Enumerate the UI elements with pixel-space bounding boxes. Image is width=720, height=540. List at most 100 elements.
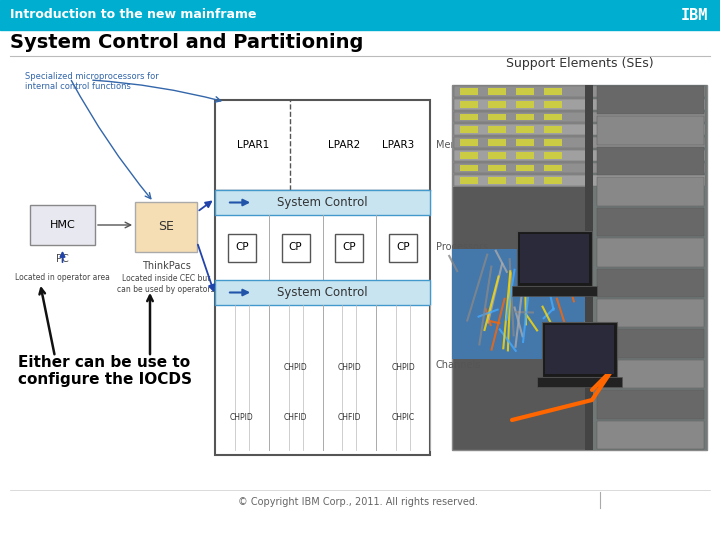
Text: CP: CP (396, 242, 410, 253)
Bar (215, 280, 430, 305)
Bar (544, 152, 562, 159)
Bar (460, 165, 478, 171)
Bar (0, 0, 720, 30)
Bar (488, 113, 506, 120)
Text: CHPID: CHPID (338, 363, 361, 373)
Text: Processors: Processors (436, 242, 488, 253)
Bar (454, 176, 705, 186)
Text: CHPID: CHPID (284, 363, 307, 373)
Bar (598, 117, 704, 145)
Bar (215, 100, 430, 455)
Text: CP: CP (289, 242, 302, 253)
Bar (516, 113, 534, 120)
Text: Support Elements (SEs): Support Elements (SEs) (505, 57, 653, 70)
Bar (598, 208, 704, 236)
Text: CHPID: CHPID (230, 413, 253, 422)
Text: CHFID: CHFID (338, 413, 361, 422)
Text: LPAR3: LPAR3 (382, 140, 414, 150)
Bar (488, 88, 506, 95)
Text: CHPIC: CHPIC (392, 413, 415, 422)
Bar (516, 88, 534, 95)
Bar (598, 299, 704, 327)
Bar (488, 165, 506, 171)
Text: System Control: System Control (277, 286, 368, 299)
Bar (598, 177, 704, 206)
Bar (389, 233, 417, 261)
Bar (544, 139, 562, 146)
Text: System Control: System Control (277, 196, 368, 209)
Text: CP: CP (235, 242, 248, 253)
Text: Located inside CEC but
can be used by operators: Located inside CEC but can be used by op… (117, 274, 215, 294)
Bar (520, 234, 589, 283)
Bar (598, 147, 704, 176)
Bar (452, 85, 707, 450)
Text: SE: SE (158, 220, 174, 233)
Text: CP: CP (343, 242, 356, 253)
Text: IBM: IBM (680, 8, 708, 23)
Bar (215, 190, 430, 215)
Bar (454, 124, 705, 135)
Bar (516, 178, 534, 184)
Bar (135, 202, 197, 252)
Bar (598, 360, 704, 388)
Text: © Copyright IBM Corp., 2011. All rights reserved.: © Copyright IBM Corp., 2011. All rights … (238, 497, 478, 507)
Bar (336, 233, 364, 261)
Bar (488, 101, 506, 107)
Bar (593, 85, 707, 450)
Bar (488, 139, 506, 146)
Bar (516, 139, 534, 146)
Bar (454, 99, 705, 110)
Bar (460, 88, 478, 95)
Bar (516, 126, 534, 133)
Bar (454, 112, 705, 123)
Text: CHPID: CHPID (391, 363, 415, 373)
Bar (454, 163, 705, 173)
Bar (544, 88, 562, 95)
Bar (585, 85, 593, 450)
Bar (460, 178, 478, 184)
Text: CHFID: CHFID (284, 413, 307, 422)
Text: LPAR1: LPAR1 (236, 140, 269, 150)
Bar (488, 152, 506, 159)
Bar (452, 249, 593, 359)
Bar (545, 325, 614, 374)
Bar (544, 178, 562, 184)
Bar (598, 390, 704, 418)
Bar (452, 85, 707, 187)
Bar (30, 205, 95, 245)
Text: HMC: HMC (50, 220, 76, 230)
Bar (598, 268, 704, 297)
Text: PC: PC (56, 254, 69, 264)
Text: System Control and Partitioning: System Control and Partitioning (10, 32, 364, 51)
Bar (460, 126, 478, 133)
Bar (517, 231, 592, 286)
Text: Introduction to the new mainframe: Introduction to the new mainframe (10, 9, 256, 22)
Bar (228, 233, 256, 261)
Bar (282, 233, 310, 261)
Bar (460, 152, 478, 159)
Bar (488, 178, 506, 184)
Bar (542, 322, 617, 377)
Bar (460, 139, 478, 146)
Text: LPAR2: LPAR2 (328, 140, 360, 150)
Bar (537, 377, 622, 387)
Text: Channels: Channels (436, 360, 482, 370)
Bar (454, 86, 705, 97)
Bar (544, 126, 562, 133)
Bar (516, 152, 534, 159)
Bar (544, 113, 562, 120)
Bar (598, 238, 704, 267)
Bar (488, 126, 506, 133)
Bar (516, 101, 534, 107)
Text: Located in operator area: Located in operator area (15, 273, 110, 281)
Bar (544, 101, 562, 107)
Text: Memory: Memory (436, 140, 476, 150)
Bar (598, 86, 704, 114)
Text: Either can be use to
configure the IOCDS: Either can be use to configure the IOCDS (18, 355, 192, 387)
Bar (454, 137, 705, 148)
Bar (460, 101, 478, 107)
Bar (460, 113, 478, 120)
Bar (454, 150, 705, 160)
Bar (512, 286, 597, 296)
Text: Specialized microprocessors for
internal control functions: Specialized microprocessors for internal… (25, 72, 158, 91)
